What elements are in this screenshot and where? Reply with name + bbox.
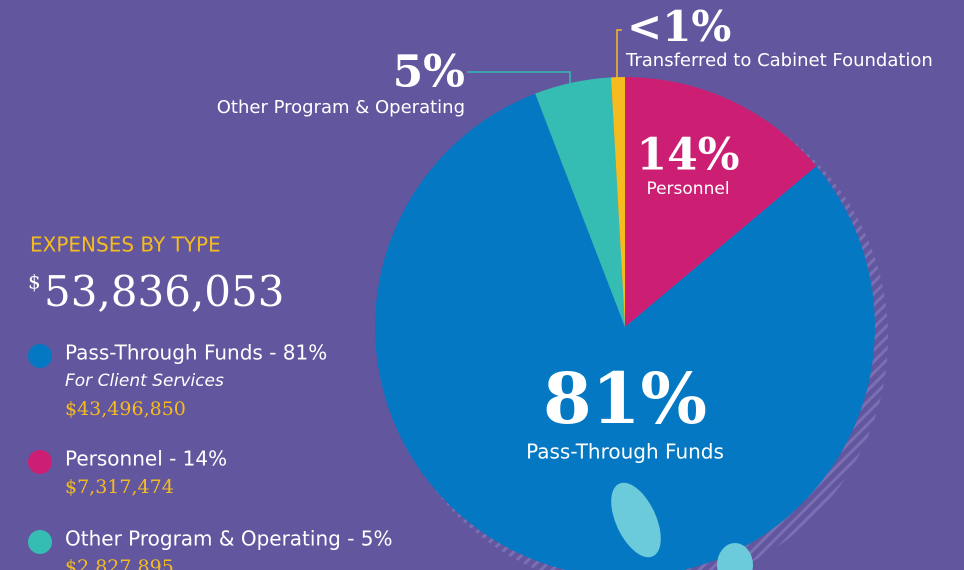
leader-line (467, 71, 571, 97)
slice-name-label: Pass-Through Funds (526, 440, 724, 464)
slice-value-label: 81% (543, 357, 707, 440)
slice-labels: 14%Personnel 81%Pass-Through Funds 5%Other… (217, 2, 933, 464)
pie-slice (625, 77, 817, 327)
legend-swatch (28, 530, 52, 554)
total: 53,836,053 (44, 267, 284, 316)
legend-label: Other Program & Operating - 5% (65, 527, 393, 551)
total-symbol: $ (28, 270, 41, 294)
decor-drop (611, 482, 661, 558)
slice-value-label: 14% (636, 130, 739, 181)
slice-value-label: 5% (393, 47, 465, 98)
decor-drop (717, 543, 753, 570)
pie-slice (610, 77, 625, 327)
legend-amount: $2,827,895 (65, 556, 174, 570)
legend-amount: $43,496,850 (65, 398, 186, 420)
pie-slice (375, 93, 875, 570)
slice-name-label: Other Program & Operating (217, 97, 465, 118)
pie (375, 77, 875, 570)
legend-label: Pass-Through Funds - 81% (65, 341, 327, 365)
slice-name-label: Personnel (646, 179, 729, 199)
leader-line (616, 29, 622, 80)
pie-slice (535, 77, 625, 327)
legend-swatch (28, 450, 52, 474)
legend: Pass-Through Funds - 81% For Client Servi… (28, 341, 393, 570)
legend-label: Personnel - 14% (65, 447, 227, 471)
slice-name-label: Transferred to Cabinet Foundation (625, 50, 933, 71)
slice-value-label: <1% (627, 2, 731, 51)
legend-note: For Client Services (65, 371, 224, 391)
legend-amount: $7,317,474 (65, 476, 174, 498)
heading: EXPENSES BY TYPE (30, 233, 221, 257)
legend-swatch (28, 344, 52, 368)
